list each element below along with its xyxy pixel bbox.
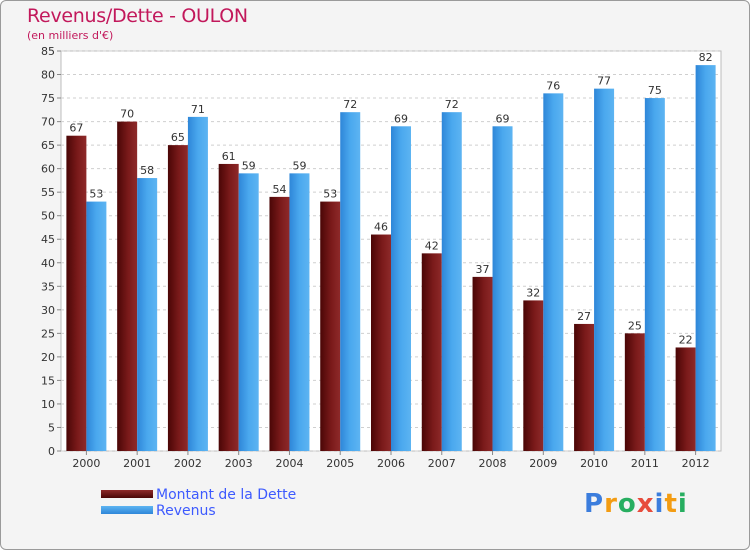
bar-revenus <box>187 116 208 451</box>
y-tick-label: 65 <box>41 139 55 152</box>
value-label-revenus: 76 <box>546 79 560 92</box>
value-label-dette: 27 <box>577 310 591 323</box>
y-tick-label: 40 <box>41 257 55 270</box>
y-tick-label: 55 <box>41 186 55 199</box>
value-label-dette: 70 <box>120 108 134 121</box>
value-label-dette: 42 <box>425 239 439 252</box>
value-label-revenus: 59 <box>242 159 256 172</box>
bar-revenus <box>391 126 411 451</box>
bar-revenus <box>644 98 665 451</box>
bar-revenus <box>441 112 462 452</box>
value-label-revenus: 53 <box>89 188 103 201</box>
logo-letter: i <box>654 489 665 519</box>
bar-dette <box>218 163 239 452</box>
logo-letter: t <box>664 489 678 519</box>
bar-dette <box>523 300 544 451</box>
bar-revenus <box>340 112 361 452</box>
bar-revenus <box>543 93 564 452</box>
bar-revenus <box>86 201 107 451</box>
x-tick-label: 2010 <box>580 457 608 470</box>
x-tick-label: 2008 <box>479 457 507 470</box>
x-tick-label: 2012 <box>682 457 710 470</box>
x-tick-label: 2003 <box>225 457 253 470</box>
bar-dette <box>472 276 493 451</box>
x-tick-label: 2004 <box>275 457 303 470</box>
y-tick-label: 50 <box>41 210 55 223</box>
value-label-revenus: 75 <box>648 84 662 97</box>
logo-letter: i <box>677 489 688 519</box>
x-tick-label: 2009 <box>529 457 557 470</box>
value-label-dette: 61 <box>222 150 236 163</box>
value-label-dette: 65 <box>171 131 185 144</box>
bar-dette <box>675 347 696 451</box>
value-label-revenus: 59 <box>292 159 306 172</box>
logo-letter: x <box>636 489 655 519</box>
logo-letter: o <box>617 489 637 519</box>
y-tick-label: 15 <box>41 374 55 387</box>
y-tick-label: 5 <box>48 421 55 434</box>
bar-revenus <box>695 65 716 451</box>
y-tick-label: 25 <box>41 327 55 340</box>
legend-swatch-revenus <box>101 506 153 514</box>
y-tick-label: 45 <box>41 233 55 246</box>
y-tick-label: 85 <box>41 45 55 58</box>
bar-dette <box>574 323 595 451</box>
y-tick-label: 30 <box>41 304 55 317</box>
value-label-dette: 53 <box>323 188 337 201</box>
value-label-revenus: 69 <box>394 112 408 125</box>
bar-dette <box>371 234 391 451</box>
value-label-revenus: 72 <box>445 98 459 111</box>
y-tick-label: 20 <box>41 351 55 364</box>
logo-letter: P <box>584 489 605 519</box>
y-tick-label: 60 <box>41 163 55 176</box>
legend-label-dette: Montant de la Dette <box>156 487 297 503</box>
chart-subtitle: (en milliers d'€) <box>27 29 114 42</box>
value-label-dette: 46 <box>374 221 388 234</box>
y-tick-label: 0 <box>48 445 55 458</box>
legend-label-revenus: Revenus <box>156 503 216 519</box>
value-label-dette: 32 <box>526 286 540 299</box>
value-label-dette: 54 <box>272 183 286 196</box>
value-label-dette: 67 <box>69 122 83 135</box>
logo-letter: r <box>604 489 618 519</box>
bar-revenus <box>137 178 158 451</box>
legend-swatch-dette <box>101 490 153 498</box>
value-label-revenus: 58 <box>140 164 154 177</box>
bar-revenus <box>289 173 310 451</box>
chart-title: Revenus/Dette - OULON <box>27 5 248 27</box>
bar-dette <box>167 145 188 451</box>
x-tick-label: 2006 <box>377 457 405 470</box>
bar-dette <box>421 253 442 451</box>
value-label-revenus: 71 <box>191 103 205 116</box>
y-tick-label: 35 <box>41 280 55 293</box>
value-label-dette: 25 <box>628 319 642 332</box>
value-label-dette: 37 <box>476 263 490 276</box>
y-tick-label: 80 <box>41 69 55 82</box>
bar-dette <box>117 121 138 452</box>
bar-dette <box>624 333 645 451</box>
y-tick-label: 75 <box>41 92 55 105</box>
value-label-revenus: 72 <box>343 98 357 111</box>
bar-revenus <box>492 126 513 451</box>
value-label-revenus: 82 <box>699 51 713 64</box>
bar-revenus <box>238 173 259 451</box>
bar-dette <box>269 196 290 451</box>
bar-revenus <box>594 88 615 451</box>
value-label-revenus: 69 <box>496 112 510 125</box>
x-tick-label: 2007 <box>428 457 456 470</box>
value-label-dette: 22 <box>679 333 693 346</box>
x-tick-label: 2001 <box>123 457 151 470</box>
proxiti-logo: Proxiti <box>584 489 688 519</box>
x-tick-label: 2011 <box>631 457 659 470</box>
x-tick-label: 2000 <box>72 457 100 470</box>
y-tick-label: 10 <box>41 398 55 411</box>
x-tick-label: 2002 <box>174 457 202 470</box>
x-tick-label: 2005 <box>326 457 354 470</box>
bar-dette <box>320 201 341 451</box>
value-label-revenus: 77 <box>597 75 611 88</box>
bar-dette <box>66 135 87 452</box>
y-tick-label: 70 <box>41 116 55 129</box>
